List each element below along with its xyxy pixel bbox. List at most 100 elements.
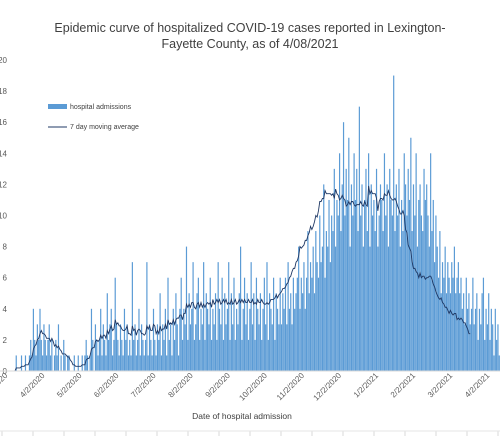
admission-bar [477, 339, 479, 371]
admission-bar [85, 339, 87, 371]
x-tick-label: 4/2/2021 [463, 371, 492, 400]
admission-bar [133, 339, 135, 371]
admission-bar [414, 215, 416, 371]
admission-bar [295, 293, 297, 371]
admission-bar [385, 215, 387, 371]
admission-bar [92, 339, 94, 371]
admission-bar [166, 355, 168, 371]
admission-bar [261, 339, 263, 371]
admission-bar [473, 324, 475, 371]
legend-swatch-bars [48, 104, 67, 109]
admission-bar [472, 277, 474, 371]
admission-bar [440, 293, 442, 371]
admission-bar [274, 339, 276, 371]
admission-bar [350, 184, 353, 371]
admission-bar [390, 199, 392, 371]
x-tick-label: 4/2/2020 [18, 371, 47, 400]
admission-bar [434, 262, 436, 371]
admission-bar [407, 168, 409, 371]
admission-bar [316, 262, 318, 371]
admission-bar [430, 153, 432, 371]
admission-bar [217, 262, 219, 371]
x-tick-label: 11/2/2020 [275, 371, 306, 402]
admission-bar [416, 246, 419, 371]
admission-bar [77, 355, 79, 371]
admission-bar [67, 355, 69, 371]
admission-bar [484, 339, 486, 371]
admission-bar [331, 215, 333, 371]
admission-bar [100, 308, 102, 371]
admission-bar [449, 293, 452, 371]
admission-bar [456, 277, 458, 371]
y-tick-label: 8 [3, 243, 8, 252]
admission-bar [451, 262, 453, 371]
admission-bar [108, 339, 110, 371]
admission-bar [24, 355, 27, 371]
admission-bar [460, 277, 462, 371]
admission-bar [298, 246, 300, 371]
admission-bar [418, 199, 420, 371]
admission-bar [258, 324, 260, 371]
y-tick-label: 12 [0, 180, 8, 189]
admission-bar [170, 324, 172, 371]
admission-bar [225, 324, 227, 371]
admission-bar [302, 293, 304, 371]
admission-bar [224, 293, 226, 371]
admission-bar [437, 277, 440, 371]
admission-bar [463, 293, 465, 371]
admission-bar [488, 293, 490, 371]
admission-bar [340, 231, 342, 371]
admission-bar [393, 75, 395, 372]
admission-bar [193, 339, 195, 371]
admission-bar [419, 184, 421, 371]
admission-bar [443, 277, 445, 371]
admission-bar [296, 277, 298, 371]
admission-bar [241, 339, 243, 371]
admission-bar [455, 293, 457, 371]
admission-bar [129, 339, 131, 371]
admission-bar [113, 339, 115, 371]
admission-bar [406, 215, 408, 371]
admission-bar [300, 277, 302, 371]
admission-bar [370, 184, 372, 371]
admission-bar [44, 339, 46, 371]
admission-bar [121, 339, 123, 371]
admission-bar [375, 168, 378, 371]
admission-bar [354, 199, 357, 371]
admission-bar [240, 246, 242, 371]
admission-bar [319, 215, 321, 371]
admission-bar [220, 324, 222, 371]
admission-bar [369, 246, 371, 371]
admission-bar [246, 293, 248, 371]
admission-bar [226, 308, 228, 371]
admission-bar [389, 168, 391, 371]
x-tick-label: 3/2/2021 [426, 371, 455, 400]
admission-bar [123, 308, 126, 371]
admission-bar [162, 324, 164, 371]
admission-bar [139, 355, 141, 371]
admission-bar [492, 324, 494, 371]
admission-bar [130, 355, 132, 371]
admission-bar [382, 231, 384, 371]
admission-bar [439, 231, 441, 371]
admission-bar [467, 308, 469, 371]
admission-bar [448, 277, 450, 371]
admission-bar [352, 215, 354, 371]
admission-bar [427, 215, 429, 371]
admission-bar [404, 184, 407, 371]
admission-bar [304, 308, 306, 371]
admission-bar [222, 339, 225, 371]
admission-bar [357, 231, 359, 371]
admission-bar [60, 355, 62, 371]
admission-bar [90, 308, 93, 371]
admission-bar [294, 308, 296, 371]
admission-bar [32, 308, 34, 371]
y-tick-label: 10 [0, 212, 8, 221]
admission-bar [53, 355, 56, 371]
admission-bar [465, 277, 467, 371]
admission-bar [163, 339, 165, 371]
x-tick-label: 3/2/2020 [0, 371, 10, 400]
admission-bar [428, 246, 430, 371]
admission-bar [35, 355, 37, 371]
admission-bar [280, 324, 283, 371]
